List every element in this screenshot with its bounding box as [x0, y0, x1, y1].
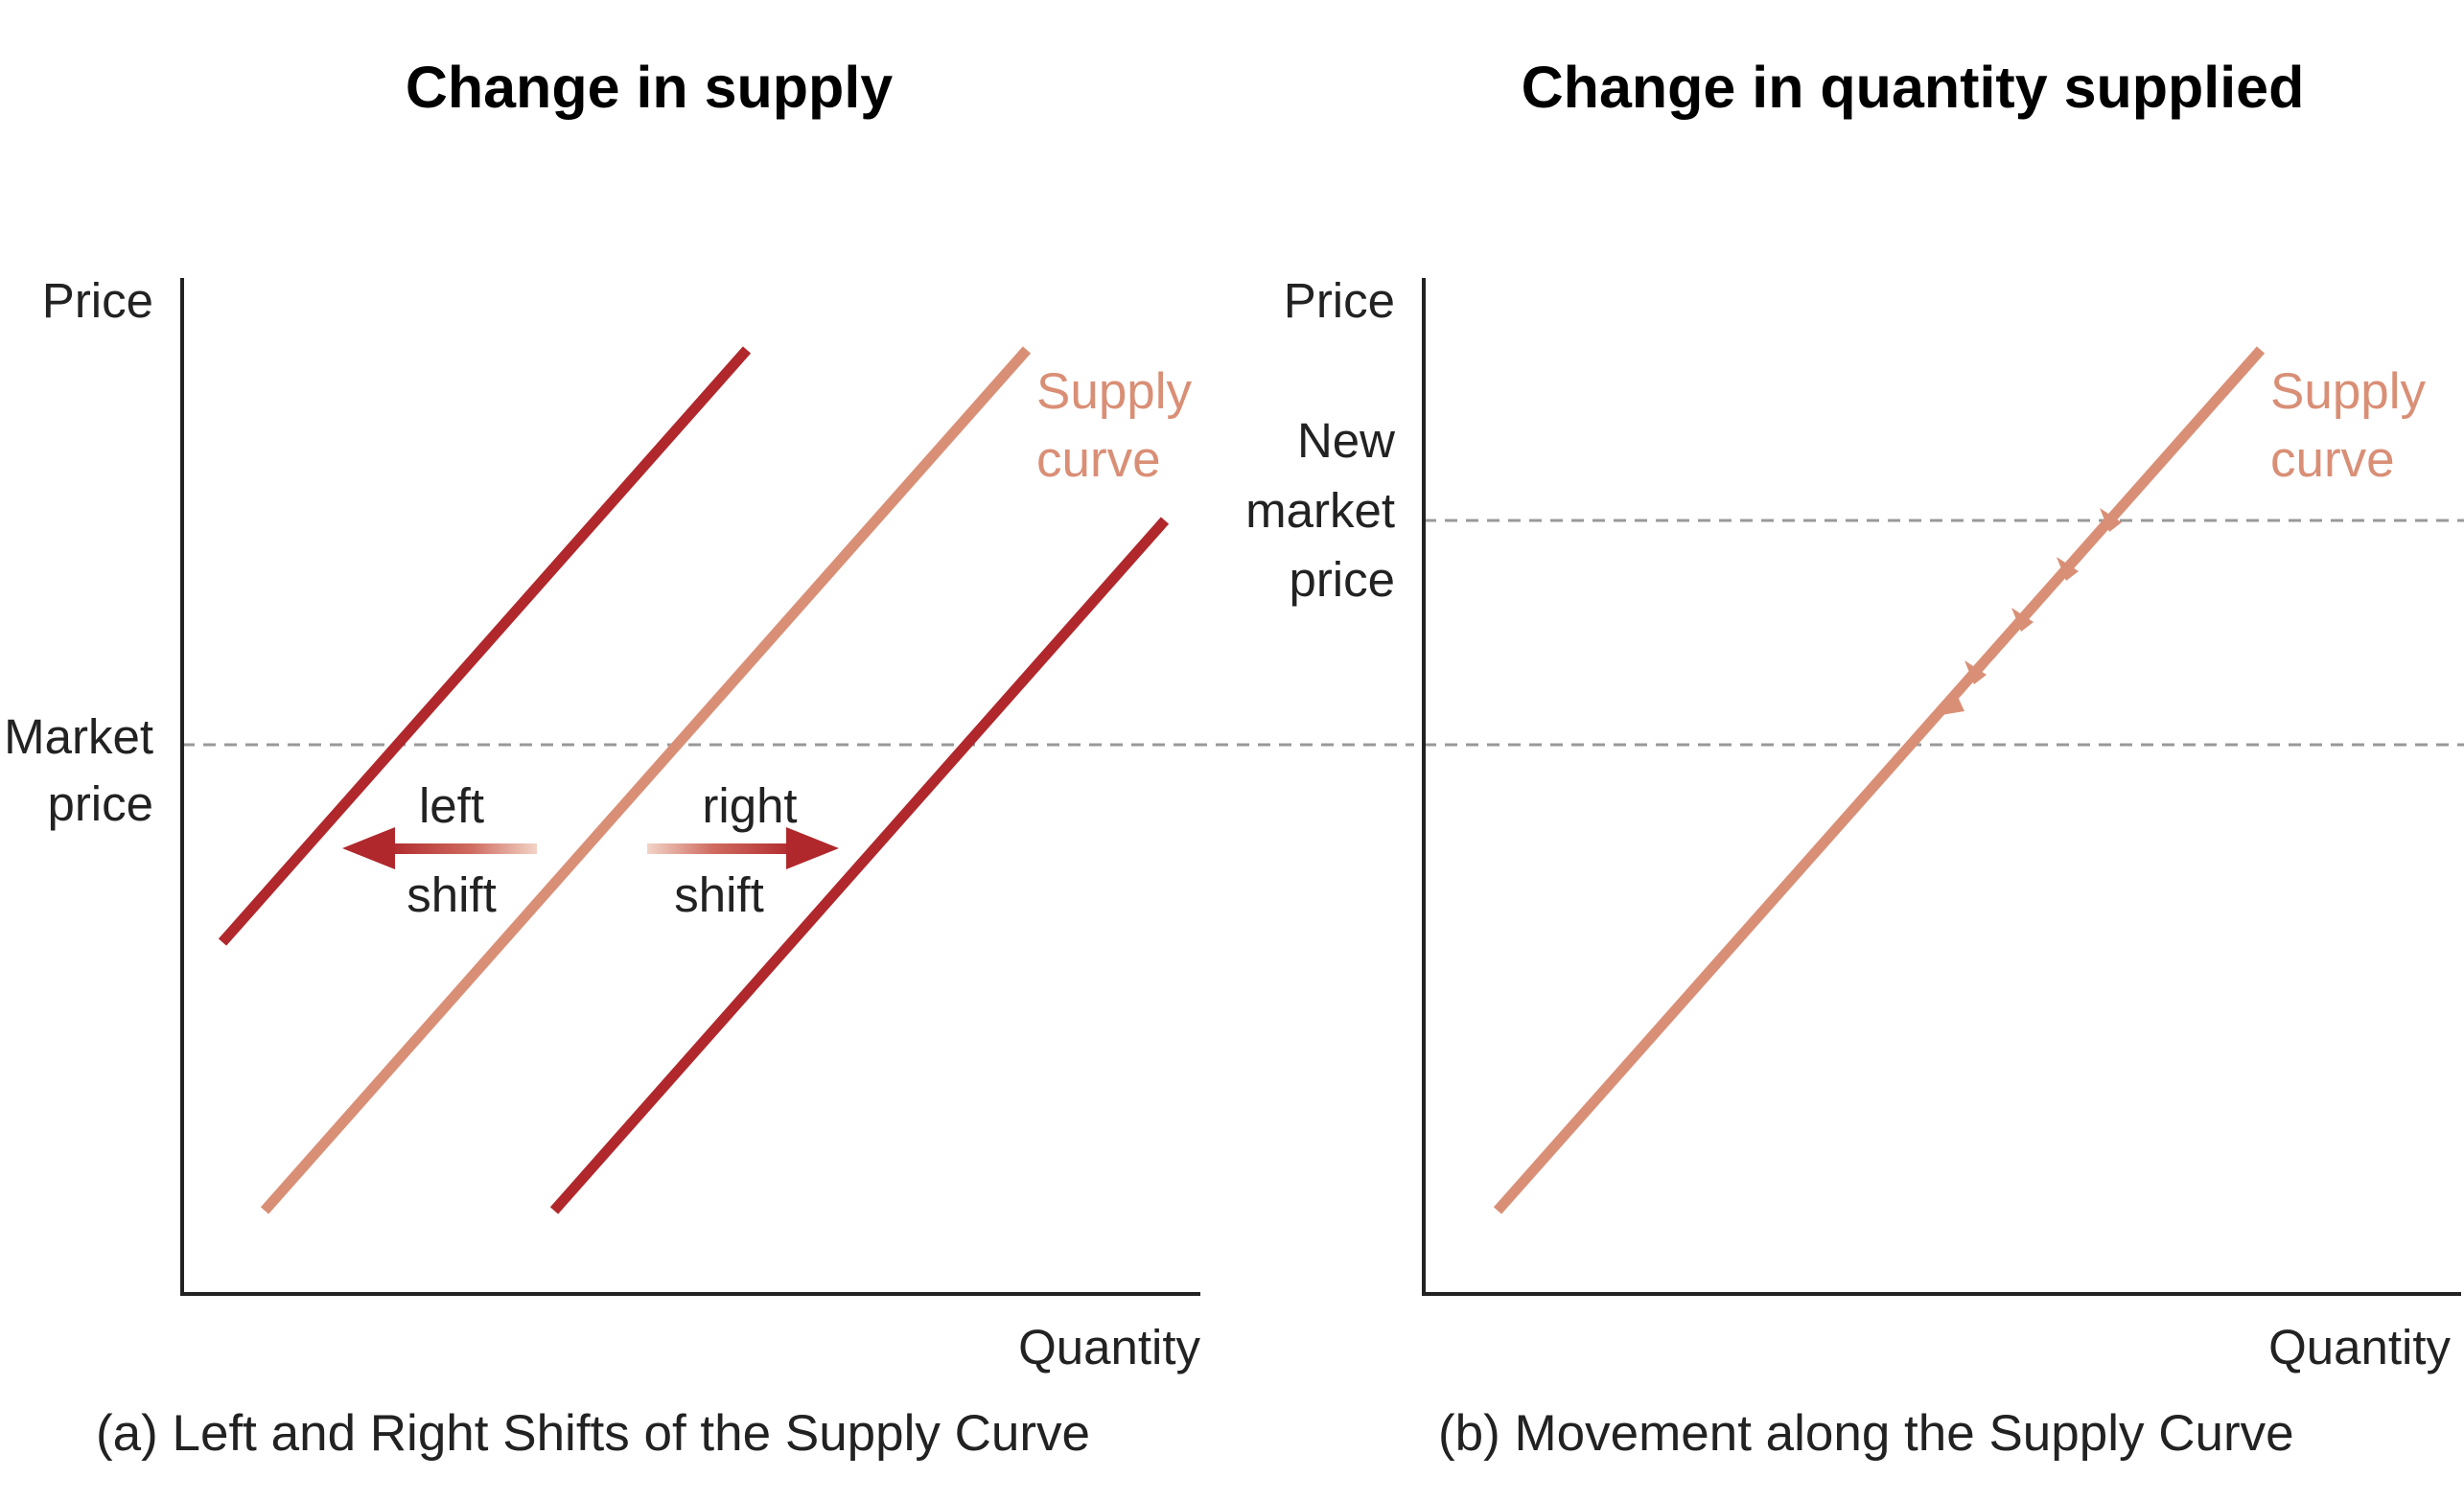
panel-a-supply-curve-label-line1: Supply — [1036, 363, 1193, 420]
supply-curve-left-shifted — [218, 346, 752, 946]
movement-along-curve-arrows — [1929, 508, 2122, 717]
right-shift-label-line1: right — [702, 778, 797, 833]
market-price-label-line2: price — [47, 776, 153, 831]
left-shift-label-line2: shift — [407, 867, 497, 922]
panel-b-caption: (b) Movement along the Supply Curve — [1438, 1405, 2294, 1462]
market-price-label-line1: Market — [4, 709, 153, 764]
left-shift-label-line1: left — [419, 778, 484, 833]
panel-b-title: Change in quantity supplied — [1522, 55, 2305, 120]
panel-b: Change in quantity supplied Price New ma… — [1245, 55, 2464, 1462]
panel-a-quantity-axis-label: Quantity — [1018, 1320, 1200, 1374]
panel-a-caption: (a) Left and Right Shifts of the Supply … — [96, 1405, 1090, 1462]
panel-a: Change in supply Price Market price Quan… — [4, 55, 1414, 1462]
left-shift-arrow — [342, 827, 537, 869]
right-shift-arrow — [647, 827, 839, 869]
panel-a-title: Change in supply — [406, 55, 893, 120]
panel-b-supply-curve-label-line1: Supply — [2270, 363, 2427, 420]
right-shift-label-line2: shift — [674, 867, 764, 922]
new-market-price-label-line3: price — [1289, 552, 1395, 607]
new-market-price-label-line1: New — [1297, 413, 1395, 468]
panel-b-price-axis-label: Price — [1284, 273, 1395, 328]
supply-curve-right-shifted — [549, 517, 1170, 1214]
panel-b-supply-curve — [1493, 346, 2266, 1214]
panel-b-supply-curve-label-line2: curve — [2270, 431, 2395, 488]
new-market-price-label-line2: market — [1245, 483, 1395, 538]
panel-b-quantity-axis-label: Quantity — [2268, 1320, 2451, 1374]
panel-a-supply-curve-label-line2: curve — [1036, 431, 1161, 488]
supply-curve-original — [260, 346, 1032, 1214]
panel-a-price-axis-label: Price — [42, 273, 153, 328]
